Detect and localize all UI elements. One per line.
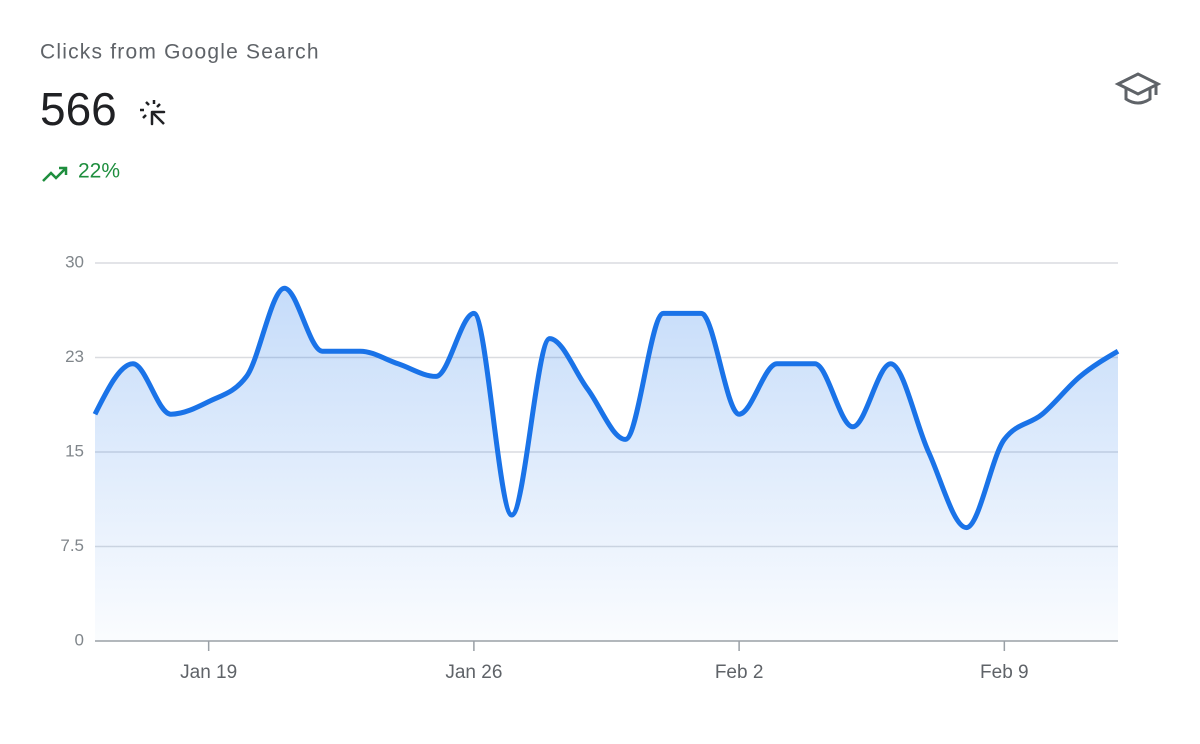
x-tick-label: Jan 26 [445, 662, 502, 683]
total-value: 566 [40, 83, 117, 135]
line [92, 285, 1120, 531]
graduation-icon [1114, 72, 1162, 105]
area-fill [95, 288, 1118, 641]
y-tick-label: 0 [75, 630, 84, 649]
y-tick-label: 7.5 [60, 536, 84, 555]
change-value: 22% [78, 160, 120, 183]
y-tick-label: 30 [65, 252, 84, 271]
x-tick-label: Jan 19 [180, 662, 237, 683]
y-tick-label: 23 [65, 347, 84, 366]
card-title: Clicks from Google Search [40, 41, 320, 64]
y-tick-label: 15 [65, 441, 84, 460]
x-tick-label: Feb 2 [715, 662, 764, 683]
x-tick-label: Feb 9 [980, 662, 1029, 683]
trend-up-icon [42, 166, 68, 182]
click-icon [140, 100, 166, 126]
